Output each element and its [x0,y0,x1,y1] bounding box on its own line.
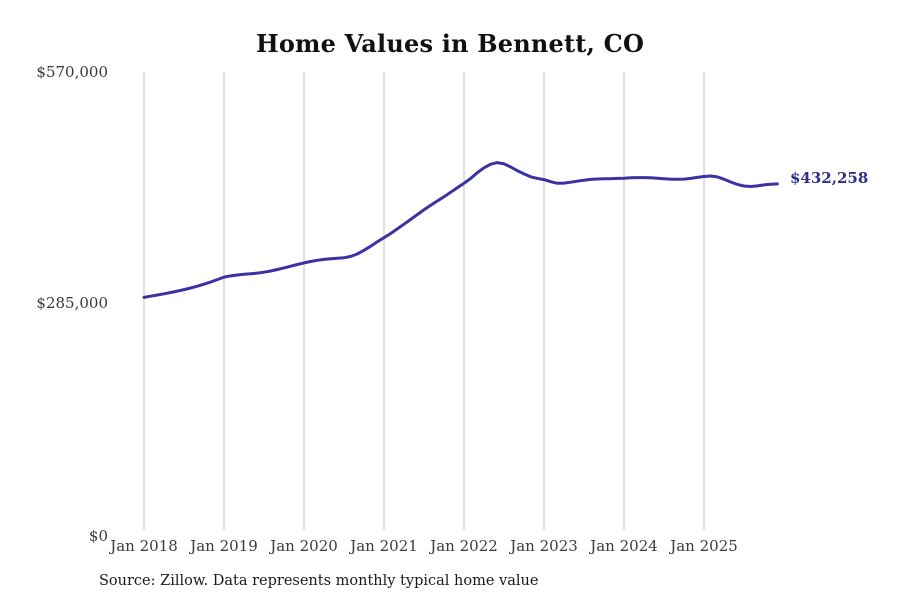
home-value-line [142,161,779,299]
x-axis-tick-jan-2021: Jan 2021 [350,537,418,555]
x-axis-tick-jan-2019: Jan 2019 [190,537,258,555]
x-axis-tick-jan-2025: Jan 2025 [670,537,738,555]
source-note: Source: Zillow. Data represents monthly … [99,573,539,589]
chart-title: Home Values in Bennett, CO [255,29,645,58]
y-axis-tick-570000: $570,000 [36,63,108,81]
x-axis-tick-jan-2020: Jan 2020 [270,537,338,555]
x-axis-tick-jan-2023: Jan 2023 [510,537,578,555]
x-axis-tick-jan-2024: Jan 2024 [590,537,658,555]
y-axis-tick-285000: $285,000 [36,294,108,312]
x-axis-tick-jan-2018: Jan 2018 [110,537,178,555]
x-axis-tick-jan-2022: Jan 2022 [430,537,498,555]
current-value-label: $432,258 [790,169,869,187]
y-axis-tick-0: $0 [88,527,108,545]
gridlines [143,72,705,530]
